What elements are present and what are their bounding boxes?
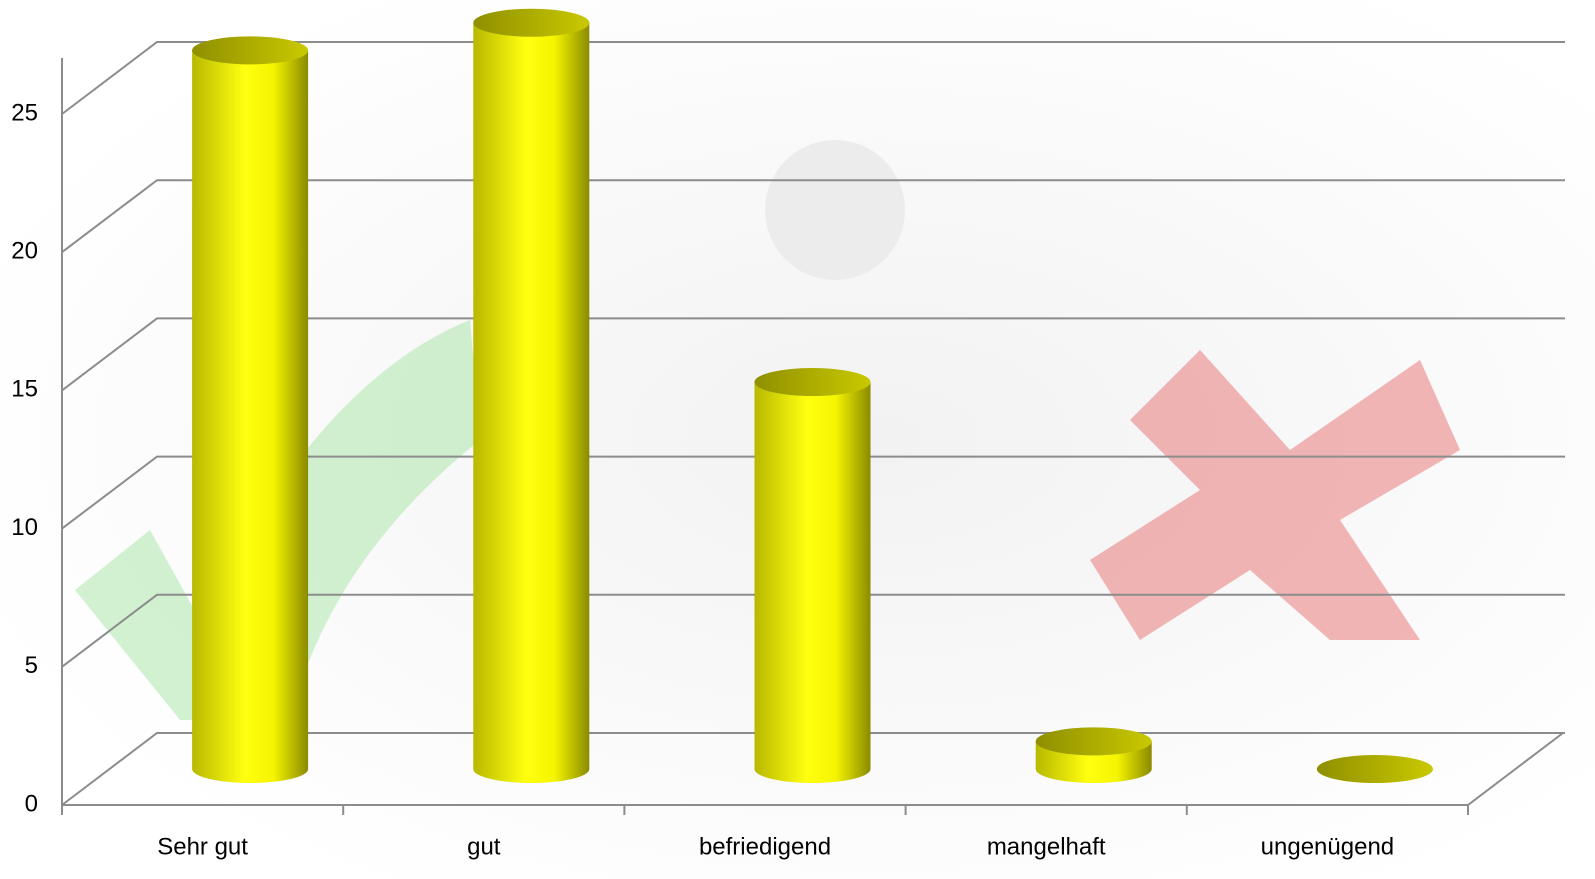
x-tick-label: ungenügend (1261, 833, 1394, 860)
y-tick-label: 25 (11, 99, 38, 126)
y-tick-label: 10 (11, 514, 38, 541)
x-tick-label: befriedigend (699, 833, 831, 860)
bar (755, 368, 871, 783)
x-tick-label: Sehr gut (157, 833, 248, 860)
bar-top (1036, 727, 1152, 755)
y-tick-label: 20 (11, 238, 38, 265)
bar-top (755, 368, 871, 396)
x-tick-label: mangelhaft (987, 833, 1106, 860)
bar (1317, 755, 1433, 783)
x-tick-label: gut (467, 833, 501, 860)
y-tick-label: 15 (11, 376, 38, 403)
bar (192, 36, 308, 783)
bar-top (192, 36, 308, 64)
bar-body (473, 23, 589, 783)
bar (1036, 727, 1152, 783)
bar-body (192, 50, 308, 783)
decor-figure (765, 140, 905, 280)
bar-body (755, 382, 871, 783)
y-tick-label: 0 (25, 790, 38, 817)
bar (473, 9, 589, 783)
bar-top (1317, 755, 1433, 783)
y-tick-label: 5 (25, 652, 38, 679)
bar-top (473, 9, 589, 37)
chart: 0 5 10 15 20 25 Sehr gut gut befriedigend mangelh… (0, 0, 1595, 879)
